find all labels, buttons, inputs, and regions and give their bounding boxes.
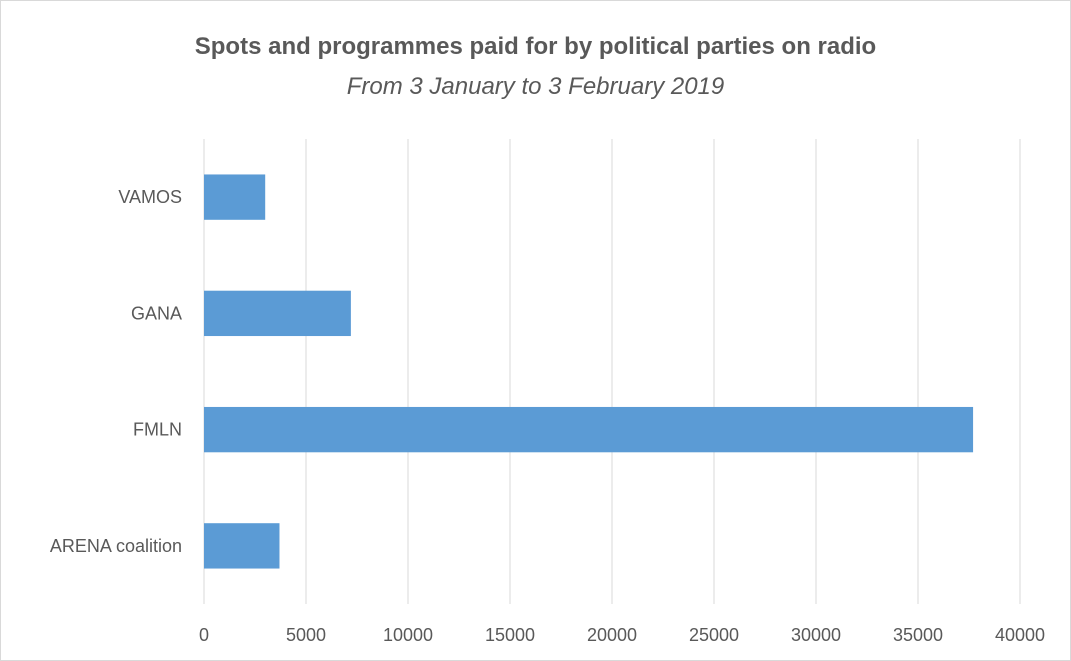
y-category-label: FMLN <box>133 420 182 440</box>
y-category-label: ARENA coalition <box>50 536 182 556</box>
chart-title: Spots and programmes paid for by politic… <box>194 33 877 60</box>
bar <box>204 290 351 337</box>
x-tick-label: 15000 <box>485 625 535 645</box>
bar <box>204 406 974 453</box>
x-tick-label: 0 <box>199 625 209 645</box>
y-category-label: VAMOS <box>118 187 182 207</box>
x-tick-label: 35000 <box>893 625 943 645</box>
x-tick-label: 40000 <box>995 625 1045 645</box>
bar <box>204 523 280 569</box>
y-category-label: GANA <box>131 303 182 323</box>
x-tick-label: 10000 <box>383 625 433 645</box>
x-tick-label: 30000 <box>791 625 841 645</box>
x-tick-label: 20000 <box>587 625 637 645</box>
chart-subtitle: From 3 January to 3 February 2019 <box>346 73 725 100</box>
bar <box>204 174 266 220</box>
x-tick-label: 25000 <box>689 625 739 645</box>
x-tick-label: 5000 <box>286 625 326 645</box>
